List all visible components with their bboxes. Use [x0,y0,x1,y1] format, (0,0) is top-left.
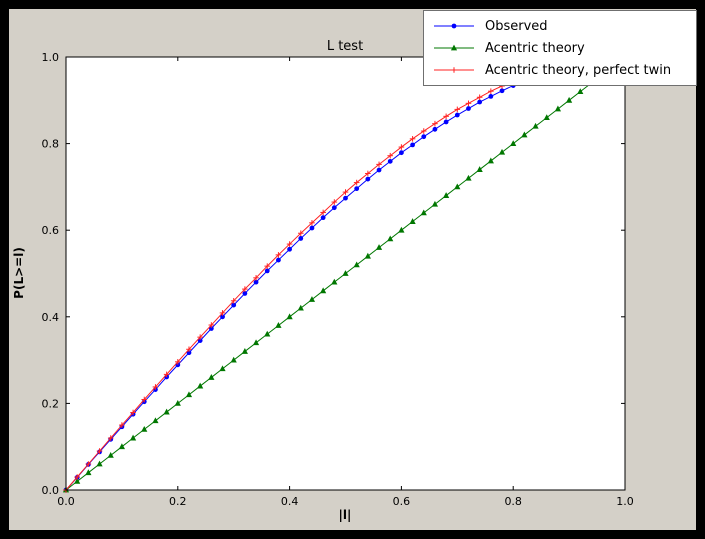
svg-text:0.8: 0.8 [42,138,60,151]
svg-text:0.0: 0.0 [42,484,60,497]
x-axis-label: |l| [339,508,352,522]
svg-text:0.6: 0.6 [393,495,411,508]
figure-window: 0.0 0.2 0.4 0.6 0.8 1.0 0.0 0.2 0.4 0.6 0.8 1.0 L t… [9,9,697,530]
svg-text:0.4: 0.4 [281,495,299,508]
svg-text:1.0: 1.0 [42,51,60,64]
svg-text:0.6: 0.6 [42,224,60,237]
svg-text:0.2: 0.2 [169,495,187,508]
y-axis-label: P(L>=l) [12,247,26,299]
svg-text:0.8: 0.8 [504,495,522,508]
legend-label-observed: Observed [485,18,548,34]
legend-item-observed: Observed [432,17,684,35]
legend-line-observed-icon [434,23,474,29]
legend-item-acentric-theory: Acentric theory [432,39,684,57]
legend-label-perfect-twin: Acentric theory, perfect twin [485,62,672,78]
legend-line-perfect-twin-icon [434,67,474,73]
legend-label-acentric-theory: Acentric theory [485,40,585,56]
svg-text:0.2: 0.2 [42,397,60,410]
svg-text:0.4: 0.4 [42,311,60,324]
plot-canvas: 0.0 0.2 0.4 0.6 0.8 1.0 0.0 0.2 0.4 0.6 0.8 1.0 L t… [12,39,634,522]
legend: Observed Acentric theory Acentric theory… [423,10,697,86]
chart-title: L test [327,39,363,54]
legend-line-acentric-theory-icon [434,44,474,51]
legend-item-perfect-twin: Acentric theory, perfect twin [432,61,684,79]
svg-text:1.0: 1.0 [616,495,634,508]
svg-text:0.0: 0.0 [57,495,75,508]
